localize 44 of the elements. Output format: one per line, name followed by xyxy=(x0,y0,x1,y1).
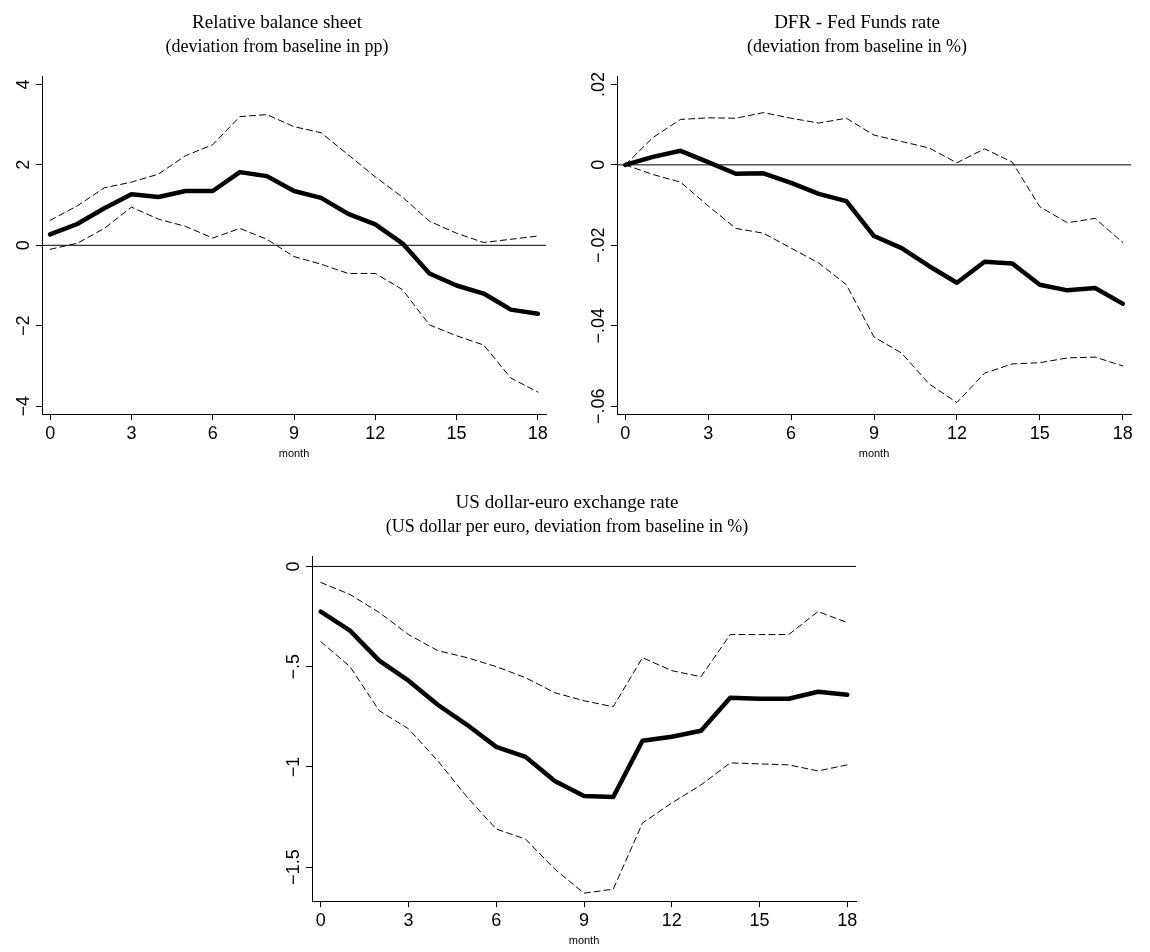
y-tick-label: −1 xyxy=(282,756,303,778)
y-tick-label: −2 xyxy=(12,315,33,336)
y-tick-label: −1.5 xyxy=(282,849,303,885)
x-tick-label: 3 xyxy=(403,909,414,930)
x-tick-label: 6 xyxy=(491,909,502,930)
x-tick-label: 12 xyxy=(661,909,682,930)
x-tick-label: 15 xyxy=(1029,422,1050,443)
x-tick-label: 9 xyxy=(868,422,880,443)
x-axis-title: month xyxy=(278,447,310,460)
chart-title: US dollar-euro exchange rate xyxy=(455,491,679,513)
x-tick-label: 15 xyxy=(446,422,467,443)
y-tick-label: 4 xyxy=(12,79,33,90)
chart-subtitle: (deviation from baseline in pp) xyxy=(165,36,389,58)
x-tick-label: 18 xyxy=(1112,422,1133,443)
chart-title: Relative balance sheet xyxy=(192,11,363,33)
y-tick-label: −.04 xyxy=(587,307,608,344)
x-tick-label: 18 xyxy=(837,909,858,930)
x-tick-label: 6 xyxy=(786,422,797,443)
x-tick-label: 18 xyxy=(527,422,548,443)
x-axis-title: month xyxy=(568,934,600,947)
x-tick-label: 9 xyxy=(578,909,590,930)
x-tick-label: 0 xyxy=(315,909,326,930)
x-tick-label: 3 xyxy=(703,422,714,443)
chart-title: DFR - Fed Funds rate xyxy=(774,11,940,33)
y-tick-label: 2 xyxy=(12,159,33,170)
x-tick-label: 15 xyxy=(749,909,770,930)
x-tick-label: 6 xyxy=(207,422,218,443)
x-axis-title: month xyxy=(858,447,890,460)
chart-subtitle: (US dollar per euro, deviation from baseline in %) xyxy=(385,516,749,538)
y-tick-label: −4 xyxy=(12,395,33,417)
chart-subtitle: (deviation from baseline in %) xyxy=(747,36,967,58)
x-tick-label: 0 xyxy=(620,422,631,443)
y-tick-label: 0 xyxy=(12,240,33,251)
x-tick-label: 3 xyxy=(126,422,137,443)
x-tick-label: 12 xyxy=(946,422,967,443)
x-tick-label: 12 xyxy=(365,422,386,443)
y-tick-label: .02 xyxy=(587,71,608,97)
y-tick-label: −.02 xyxy=(587,227,608,264)
y-tick-label: 0 xyxy=(282,561,303,572)
y-tick-label: −.06 xyxy=(587,388,608,424)
x-tick-label: 9 xyxy=(288,422,300,443)
y-tick-label: −.5 xyxy=(282,653,303,680)
x-tick-label: 0 xyxy=(45,422,56,443)
y-tick-label: 0 xyxy=(587,159,608,170)
